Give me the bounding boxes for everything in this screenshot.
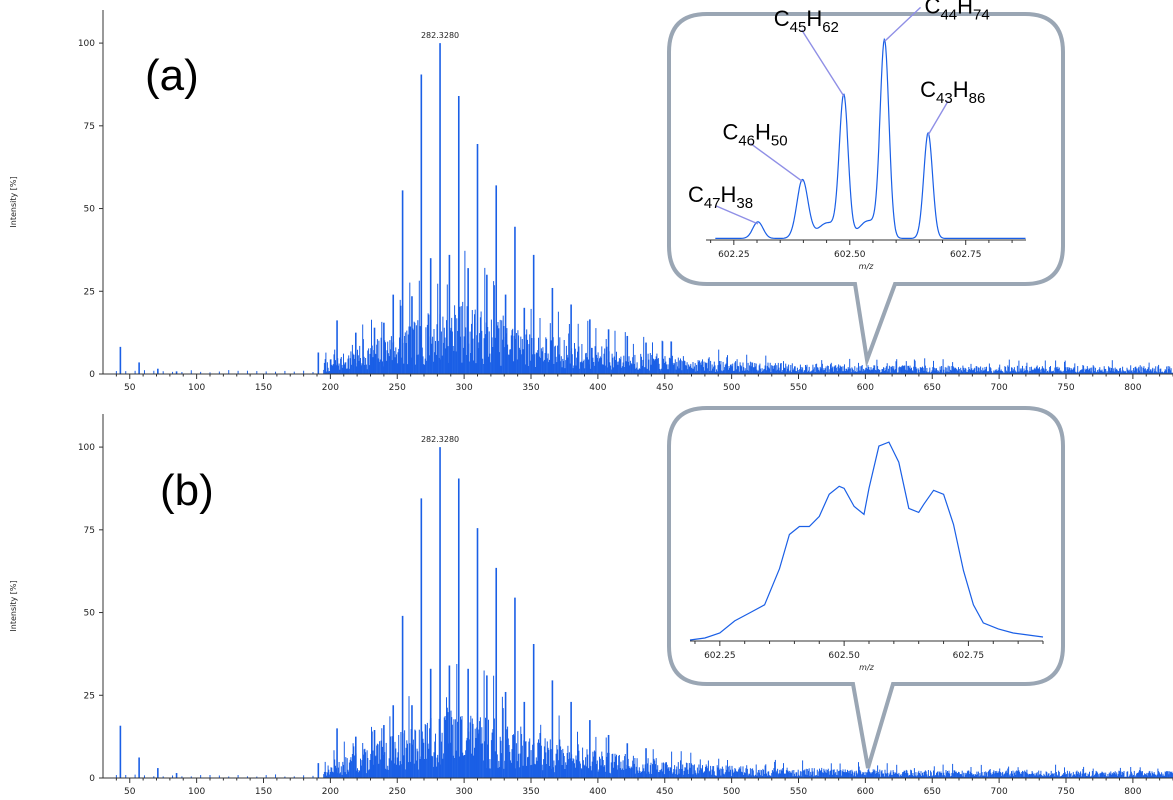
x-tick-label: 100: [188, 787, 205, 797]
inset-x-tick-label: 602.50: [834, 250, 866, 260]
x-tick-label: 200: [322, 383, 339, 393]
y-tick-label: 0: [89, 370, 95, 380]
x-tick-label: 650: [924, 787, 941, 797]
x-tick-label: 400: [589, 787, 606, 797]
formula-leader: [750, 142, 803, 183]
inset-x-tick-label: 602.25: [704, 651, 736, 661]
x-tick-label: 300: [456, 383, 473, 393]
inset-series-line: [715, 37, 1026, 239]
formula-label: C43H86: [920, 77, 985, 107]
x-tick-label: 550: [790, 787, 807, 797]
panel-label: (b): [160, 466, 214, 515]
x-tick-label: 150: [255, 383, 272, 393]
x-tick-label: 750: [1057, 383, 1074, 393]
x-tick-label: 350: [522, 383, 539, 393]
x-tick-label: 550: [790, 383, 807, 393]
x-tick-label: 200: [322, 787, 339, 797]
formula-label: C44H74: [925, 0, 990, 23]
x-tick-label: 450: [656, 787, 673, 797]
y-tick-label: 25: [84, 691, 95, 701]
x-tick-label: 700: [991, 787, 1008, 797]
x-tick-label: 400: [589, 383, 606, 393]
inset-x-tick-label: 602.75: [953, 651, 985, 661]
axes: 0 25 50 75 100 50 100 150 200 250 300 350 400 450 500 5…: [9, 414, 1173, 797]
inset-chart: 602.25 602.50 602.75 m/z: [689, 441, 1044, 672]
inset-series-line: [689, 441, 1044, 641]
panel-a: 0 25 50 75 100 50 100 150 200 250 300 350 400 450 500 5…: [9, 0, 1173, 393]
x-tick-label: 750: [1057, 787, 1074, 797]
x-tick-label: 300: [456, 787, 473, 797]
inset-x-tick-label: 602.25: [718, 250, 750, 260]
formula-leader: [927, 100, 949, 136]
formula-label: C46H50: [722, 119, 787, 149]
x-tick-label: 500: [723, 383, 740, 393]
formula-leader: [715, 205, 759, 225]
y-tick-label: 100: [78, 443, 95, 453]
base-peak-label: 282.3280: [421, 31, 459, 40]
inset-x-axis-title: m/z: [859, 663, 874, 672]
x-tick-label: 450: [656, 383, 673, 393]
spectrum-bars: [115, 43, 1173, 374]
x-tick-label: 800: [1124, 383, 1141, 393]
x-tick-label: 600: [857, 787, 874, 797]
x-tick-label: 600: [857, 383, 874, 393]
x-tick-label: 250: [389, 383, 406, 393]
y-tick-label: 50: [84, 205, 96, 215]
inset-x-axis-title: m/z: [859, 262, 874, 271]
x-tick-label: 150: [255, 787, 272, 797]
panel-label: (a): [145, 51, 199, 100]
x-tick-label: 100: [188, 383, 205, 393]
x-tick-label: 800: [1124, 787, 1141, 797]
inset-x-tick-label: 602.75: [950, 250, 982, 260]
formula-label: C45H62: [774, 6, 839, 36]
y-tick-label: 75: [84, 122, 95, 132]
x-tick-label: 500: [723, 787, 740, 797]
panel-b: 0 25 50 75 100 50 100 150 200 250 300 350 400 450 500 5…: [9, 406, 1173, 797]
spectrum-bars: [115, 447, 1173, 778]
inset-chart: 602.25 602.50 602.75 m/z C47H38 C46H50 C45H62 C…: [688, 0, 1026, 271]
inset-x-tick-label: 602.50: [828, 651, 860, 661]
formula-leader: [801, 29, 845, 97]
y-tick-label: 25: [84, 287, 95, 297]
y-axis-title: Intensity [%]: [9, 580, 18, 631]
x-tick-label: 350: [522, 787, 539, 797]
formula-label: C47H38: [688, 182, 753, 212]
y-tick-label: 75: [84, 526, 95, 536]
x-tick-label: 50: [124, 383, 136, 393]
formula-leader: [884, 6, 922, 42]
y-axis-title: Intensity [%]: [9, 176, 18, 227]
axes: 0 25 50 75 100 50 100 150 200 250 300 350 400 450 500 5…: [9, 10, 1173, 393]
y-tick-label: 100: [78, 39, 95, 49]
base-peak-label: 282.3280: [421, 435, 459, 444]
x-tick-label: 250: [389, 787, 406, 797]
x-tick-label: 50: [124, 787, 136, 797]
x-tick-label: 700: [991, 383, 1008, 393]
y-tick-label: 0: [89, 774, 95, 784]
zoom-callout: [667, 406, 1065, 769]
x-tick-label: 650: [924, 383, 941, 393]
y-tick-label: 50: [84, 609, 96, 619]
zoom-callout: [667, 12, 1065, 368]
